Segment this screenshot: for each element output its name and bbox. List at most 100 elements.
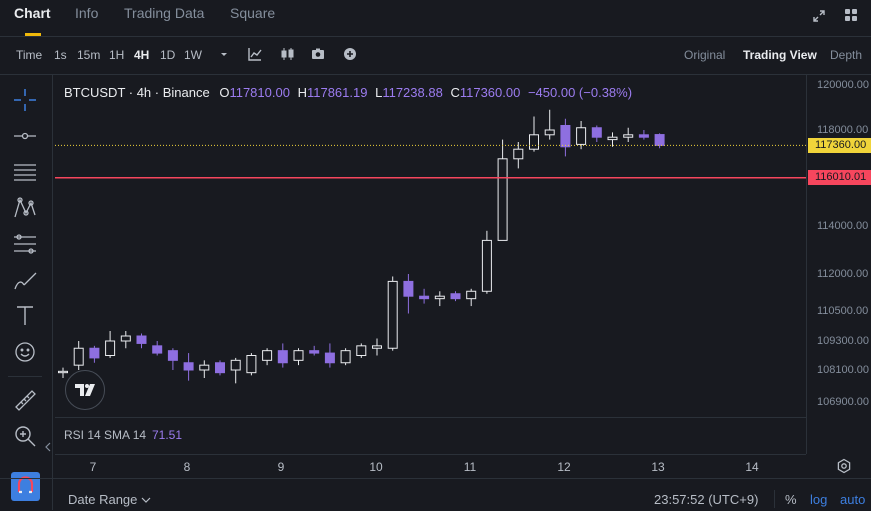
tab-square[interactable]: Square <box>230 5 276 21</box>
bottom-bar: Date Range 23:57:52 (UTC+9) % log auto <box>0 478 871 511</box>
open-value: 117810.00 <box>229 85 290 100</box>
rsi-value: 71.51 <box>152 428 183 442</box>
symbol-label: BTCUSDT · 4h · Binance <box>64 85 210 100</box>
trend-line-icon[interactable] <box>12 123 38 149</box>
candle-body <box>152 345 163 354</box>
percent-toggle[interactable]: % <box>785 492 797 507</box>
price-chart[interactable] <box>55 74 806 417</box>
ohlc-legend: BTCUSDT · 4h · Binance O117810.00 H11786… <box>64 85 632 100</box>
time-label[interactable]: Time <box>16 48 43 62</box>
text-tool-icon[interactable] <box>12 303 38 329</box>
low-value: 117238.88 <box>382 85 443 100</box>
drawing-toolbar <box>0 74 53 510</box>
candle-body <box>481 239 492 292</box>
interval-15m[interactable]: 15m <box>77 48 101 62</box>
price-tick: 112000.00 <box>817 268 869 280</box>
tab-info[interactable]: Info <box>75 5 99 21</box>
date-range-label: Date Range <box>68 492 138 507</box>
chart-toolbar: Time 1s 15m 1H 4H 1D 1W Original Trading… <box>0 36 871 75</box>
brush-icon[interactable] <box>12 268 38 294</box>
time-tick: 11 <box>463 460 477 474</box>
ruler-icon[interactable] <box>12 387 38 413</box>
candle-body <box>372 345 382 349</box>
price-tick: 120000.00 <box>817 79 869 91</box>
high-label: H <box>297 85 307 100</box>
view-original[interactable]: Original <box>684 48 726 62</box>
chart-settings-icon[interactable] <box>836 458 852 474</box>
fullscreen-icon[interactable] <box>811 8 827 24</box>
log-toggle[interactable]: log <box>810 492 828 507</box>
candle-body <box>324 352 335 364</box>
magnet-icon[interactable] <box>11 472 40 501</box>
rsi-pane[interactable]: RSI 14 SMA 14 71.51 <box>55 417 806 455</box>
time-tick: 8 <box>183 460 191 474</box>
interval-4h[interactable]: 4H <box>134 48 150 62</box>
candle-body <box>167 350 178 361</box>
zoom-in-icon[interactable] <box>12 423 38 449</box>
low-label: L <box>375 85 383 100</box>
candle-body <box>591 127 602 138</box>
candle-body <box>199 364 210 371</box>
candle-body <box>215 362 225 374</box>
horizontal-lines-icon[interactable] <box>12 160 38 186</box>
candle-body <box>497 158 508 241</box>
candle-body <box>403 280 414 297</box>
price-axis[interactable]: 120000.00 118000.00 114000.00 112000.00 … <box>806 74 871 454</box>
price-tick: 106900.00 <box>817 396 869 408</box>
tool-divider <box>8 376 42 377</box>
layout-icon[interactable] <box>843 7 859 23</box>
candle-body <box>73 347 84 366</box>
time-tick: 7 <box>89 460 97 474</box>
fib-retracement-icon[interactable] <box>12 231 38 257</box>
indicators-icon[interactable] <box>247 46 263 62</box>
crosshair-icon[interactable] <box>12 87 38 113</box>
tradingview-logo <box>65 370 105 410</box>
price-tick: 114000.00 <box>817 220 869 232</box>
date-range-button[interactable]: Date Range <box>68 492 151 507</box>
candle-body <box>230 359 241 371</box>
add-icon[interactable] <box>342 46 358 62</box>
time-axis[interactable]: 7 8 9 10 11 12 13 14 <box>55 454 806 479</box>
candle-body <box>136 335 147 344</box>
close-value: 117360.00 <box>459 85 521 100</box>
pattern-icon[interactable] <box>12 195 38 221</box>
candle-body <box>293 350 304 361</box>
interval-1d[interactable]: 1D <box>160 48 176 62</box>
change-value: −450.00 (−0.38%) <box>527 85 633 100</box>
candle-type-icon[interactable] <box>280 46 296 62</box>
camera-icon[interactable] <box>310 46 326 62</box>
candle-body <box>544 129 555 136</box>
candle-body <box>89 347 100 359</box>
view-depth[interactable]: Depth <box>830 48 863 62</box>
emoji-icon[interactable] <box>12 339 38 365</box>
auto-toggle[interactable]: auto <box>840 492 866 507</box>
candle-body <box>183 362 194 371</box>
price-tick: 109300.00 <box>817 335 869 347</box>
candle-body <box>277 350 288 364</box>
price-tick: 110500.00 <box>817 305 869 317</box>
candle-body <box>58 370 68 374</box>
candle-body <box>120 335 131 342</box>
interval-1s[interactable]: 1s <box>54 48 67 62</box>
candle-body <box>607 136 618 141</box>
collapse-toolbar-icon[interactable] <box>44 441 52 453</box>
candle-body <box>434 295 445 300</box>
candle-body <box>576 127 587 145</box>
candle-body <box>560 125 571 148</box>
interval-1w[interactable]: 1W <box>184 48 202 62</box>
candle-body <box>262 350 273 361</box>
view-trading-view[interactable]: Trading View <box>743 48 817 62</box>
divider <box>774 490 775 508</box>
time-tick: 14 <box>745 460 759 474</box>
time-tick: 12 <box>557 460 571 474</box>
interval-1h[interactable]: 1H <box>109 48 125 62</box>
candle-body <box>513 148 524 160</box>
interval-dropdown-icon[interactable] <box>216 46 232 62</box>
top-tab-bar: Chart Info Trading Data Square <box>0 0 871 37</box>
candle-body <box>450 293 461 300</box>
clock[interactable]: 23:57:52 (UTC+9) <box>654 492 759 507</box>
tab-chart[interactable]: Chart <box>14 5 51 21</box>
chevron-down-icon <box>141 497 151 503</box>
price-tick: 118000.00 <box>817 124 869 136</box>
tab-trading-data[interactable]: Trading Data <box>124 5 205 21</box>
